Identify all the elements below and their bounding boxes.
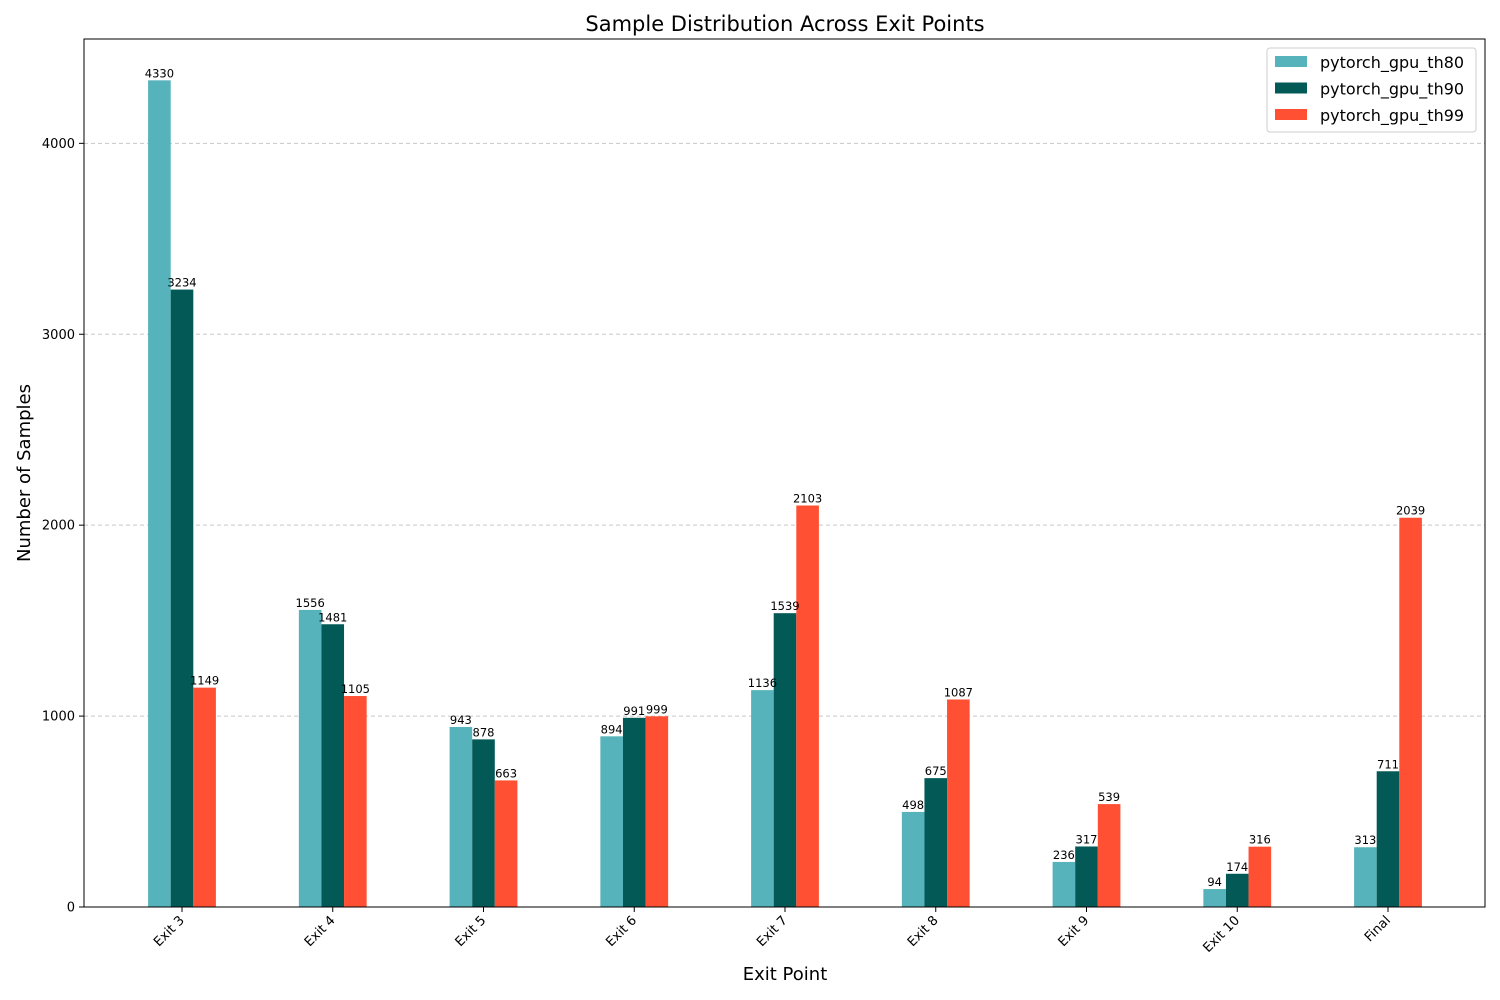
data-label: 999 [646,702,668,716]
data-label: 1539 [770,599,799,613]
bar-pytorch_gpu_th90-exit-5 [472,739,495,907]
y-axis-title: Number of Samples [14,384,35,562]
bar-pytorch_gpu_th99-exit-6 [645,716,669,907]
y-tick-label: 2000 [42,519,75,534]
data-label: 174 [1226,860,1248,874]
bar-pytorch_gpu_th99-exit-8 [947,699,970,907]
bar-pytorch_gpu_th80-exit-9 [1052,861,1076,907]
data-label: 1556 [296,596,325,610]
x-tick-label: Exit 4 [302,913,339,950]
bar-pytorch_gpu_th90-exit-3 [170,289,194,907]
data-label: 943 [450,713,472,727]
legend-entry-label: pytorch_gpu_th80 [1320,53,1464,73]
x-tick-label: Exit 6 [603,913,640,950]
bar-pytorch_gpu_th90-final [1376,771,1400,907]
legend-swatch [1275,56,1307,67]
y-tick-label: 3000 [42,328,75,343]
bar-pytorch_gpu_th90-exit-4 [321,624,345,907]
data-label: 4330 [145,66,174,80]
data-label: 675 [925,764,947,778]
data-label: 313 [1354,833,1376,847]
data-label: 498 [902,798,924,812]
x-tick-label: Final [1362,913,1394,945]
data-label: 94 [1207,875,1222,889]
bar-pytorch_gpu_th99-exit-5 [494,780,518,907]
x-tick-label: Exit 10 [1200,913,1243,956]
legend-swatch [1275,109,1307,120]
y-tick-label: 0 [67,901,75,916]
bar-pytorch_gpu_th99-exit-4 [344,696,367,907]
y-tick-label: 4000 [42,137,75,152]
bar-pytorch_gpu_th80-exit-4 [298,609,322,907]
data-label: 2103 [793,492,822,506]
bar-pytorch_gpu_th90-exit-7 [773,613,797,907]
legend-swatch [1275,82,1307,94]
data-label: 2039 [1396,504,1425,518]
legend: pytorch_gpu_th80 pytorch_gpu_th90 pytorch_… [1266,47,1477,133]
data-label: 878 [473,725,495,739]
bar-pytorch_gpu_th80-exit-10 [1203,889,1226,907]
bar-pytorch_gpu_th80-exit-8 [901,811,925,907]
y-tick-label: 1000 [42,710,75,725]
data-label: 1149 [190,674,219,688]
x-tick-label: Exit 3 [151,913,188,950]
bar-pytorch_gpu_th90-exit-10 [1225,873,1249,907]
bar-pytorch_gpu_th90-exit-6 [622,717,646,907]
data-label: 3234 [167,276,196,290]
bar-pytorch_gpu_th99-exit-9 [1097,804,1121,907]
data-label: 1087 [944,685,973,699]
bar-pytorch_gpu_th99-final [1399,517,1422,907]
data-label: 711 [1377,757,1399,771]
data-label: 1481 [318,610,347,624]
bar-pytorch_gpu_th90-exit-8 [924,778,948,907]
x-axis-title: Exit Point [743,964,828,985]
data-label: 316 [1249,833,1271,847]
chart-title: Sample Distribution Across Exit Points [585,12,984,36]
x-tick-label: Exit 5 [453,913,490,950]
bar-pytorch_gpu_th80-exit-5 [449,726,473,907]
bar-pytorch_gpu_th99-exit-7 [796,505,819,907]
x-axis-ticks: Exit 3 Exit 4 Exit 5 Exit 6 Exit 7 Exit 8 Exit… [151,907,1394,956]
x-tick-label: Exit 9 [1056,913,1093,950]
data-label: 1136 [748,676,777,690]
bar-pytorch_gpu_th99-exit-3 [193,687,216,907]
data-label: 894 [601,722,623,736]
data-label: 991 [623,704,645,718]
data-label: 663 [495,766,517,780]
data-label: 317 [1076,832,1098,846]
bar-pytorch_gpu_th80-exit-6 [600,736,623,907]
bar-pytorch_gpu_th80-exit-7 [751,690,774,907]
data-label: 539 [1098,790,1120,804]
legend-entry-label: pytorch_gpu_th90 [1320,80,1464,100]
data-label: 236 [1053,848,1075,862]
legend-frame [1266,47,1477,133]
bar-pytorch_gpu_th90-exit-9 [1075,846,1098,907]
bar-pytorch_gpu_th80-exit-3 [148,80,171,908]
legend-entry-label: pytorch_gpu_th99 [1320,106,1464,126]
bar-series-group [148,80,1422,908]
data-label: 1105 [341,682,370,696]
bar-pytorch_gpu_th99-exit-10 [1248,846,1272,907]
x-tick-label: Exit 7 [754,913,791,950]
bar-pytorch_gpu_th80-final [1354,847,1377,907]
x-tick-label: Exit 8 [905,913,942,950]
y-axis-ticks: 0 1000 2000 3000 4000 [42,137,84,916]
